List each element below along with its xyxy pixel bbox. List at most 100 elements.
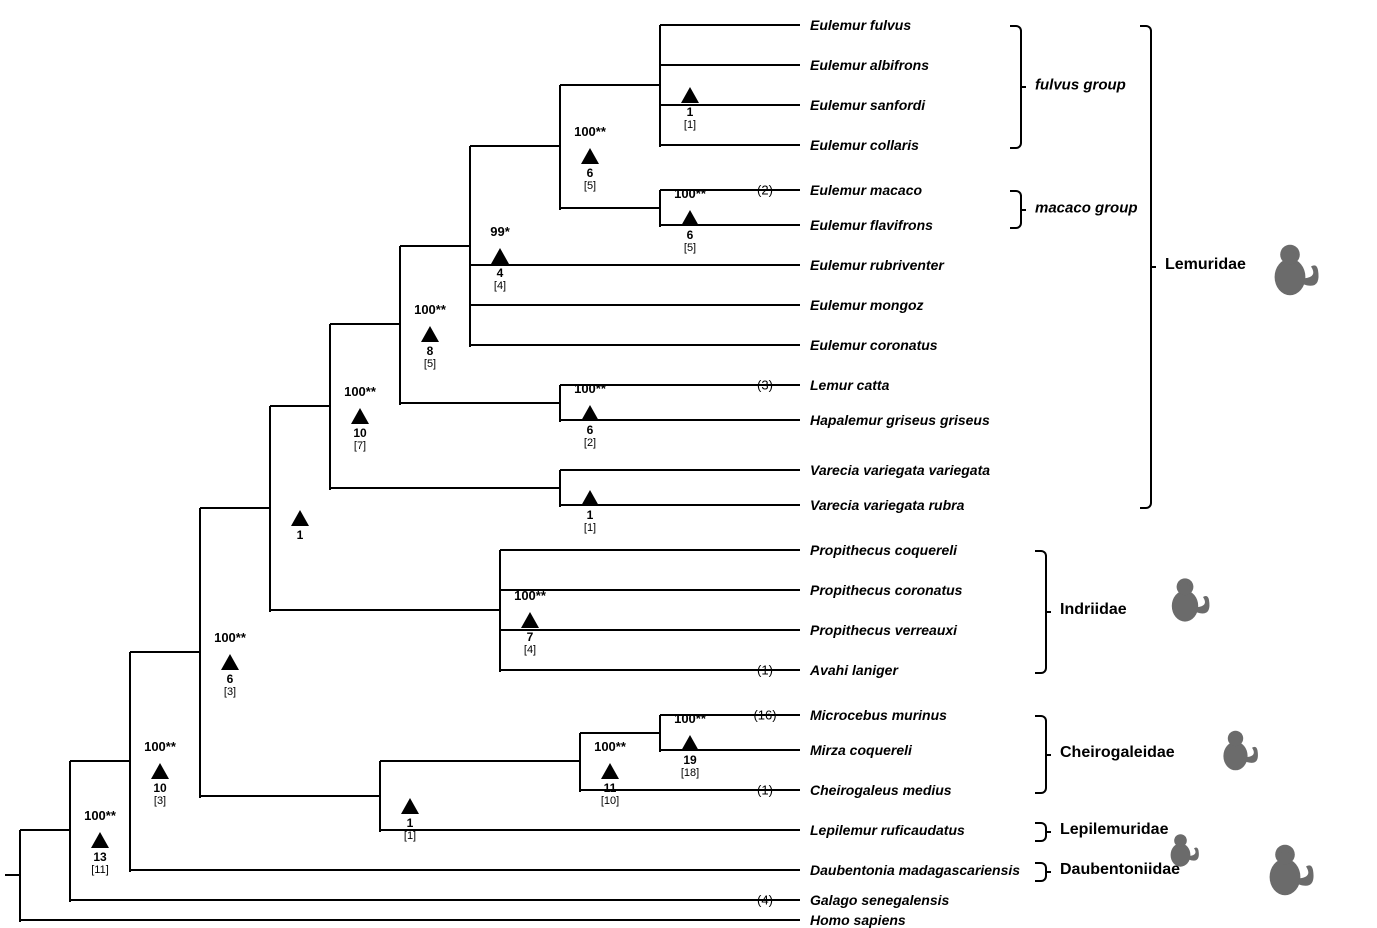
clade-label: Lepilemuridae xyxy=(1060,821,1168,839)
change-count: 19 xyxy=(683,753,696,767)
taxon-label: Eulemur sanfordi xyxy=(810,97,925,113)
clade-brace xyxy=(1035,862,1047,882)
clade-label: Indriidae xyxy=(1060,601,1127,619)
change-count: 4 xyxy=(497,266,504,280)
bootstrap-value: 100** xyxy=(414,302,446,317)
triangle-marker xyxy=(581,148,599,164)
bracket-count: [1] xyxy=(404,830,416,842)
bracket-count: [1] xyxy=(684,119,696,131)
clade-brace xyxy=(1035,550,1047,674)
bootstrap-value: 100** xyxy=(674,186,706,201)
bracket-count: [2] xyxy=(584,437,596,449)
taxon-label: Hapalemur griseus griseus xyxy=(810,412,990,428)
taxon-label: Eulemur albifrons xyxy=(810,57,929,73)
clade-label: Cheirogaleidae xyxy=(1060,744,1175,762)
clade-brace xyxy=(1010,25,1022,149)
triangle-marker xyxy=(151,763,169,779)
bootstrap-value: 100** xyxy=(514,588,546,603)
lemur-catta-icon xyxy=(1255,235,1325,305)
bootstrap-value: 100** xyxy=(84,808,116,823)
clade-brace xyxy=(1035,715,1047,794)
change-count: 11 xyxy=(604,781,617,795)
bracket-count: [10] xyxy=(601,795,619,807)
change-count: 6 xyxy=(587,423,594,437)
triangle-marker xyxy=(421,326,439,342)
bracket-count: [11] xyxy=(91,864,109,876)
triangle-marker xyxy=(491,248,509,264)
indri-icon xyxy=(1155,570,1215,630)
bootstrap-value: 100** xyxy=(674,711,706,726)
bootstrap-value: 100** xyxy=(574,381,606,396)
aye-aye-icon xyxy=(1250,835,1320,905)
clade-label: Lemuridae xyxy=(1165,256,1246,274)
taxon-label: Eulemur coronatus xyxy=(810,337,938,353)
bootstrap-value: 100** xyxy=(144,739,176,754)
bootstrap-value: 100** xyxy=(574,124,606,139)
change-count: 8 xyxy=(427,344,434,358)
change-count: 6 xyxy=(687,228,694,242)
phylogeny-canvas: Eulemur fulvus Eulemur albifrons Eulemur s… xyxy=(0,0,1377,928)
change-count: 7 xyxy=(527,630,534,644)
taxon-label: Daubentonia madagascariensis xyxy=(810,862,1020,878)
triangle-marker xyxy=(681,735,699,751)
change-count: 6 xyxy=(587,166,594,180)
bracket-count: [3] xyxy=(154,795,166,807)
triangle-marker xyxy=(601,763,619,779)
change-count: 1 xyxy=(687,105,694,119)
change-count: 1 xyxy=(407,816,414,830)
bracket-count: [1] xyxy=(584,522,596,534)
taxon-label: Varecia variegata rubra xyxy=(810,497,964,513)
bootstrap-value: 100** xyxy=(344,384,376,399)
triangle-marker xyxy=(521,612,539,628)
bracket-count: [5] xyxy=(584,180,596,192)
change-count: 1 xyxy=(587,508,594,522)
taxon-label: Varecia variegata variegata xyxy=(810,462,990,478)
bootstrap-value: 100** xyxy=(594,739,626,754)
taxon-label: Eulemur macaco xyxy=(810,182,922,198)
bracket-count: [4] xyxy=(494,280,506,292)
clade-label: fulvus group xyxy=(1035,77,1126,94)
bracket-count: [5] xyxy=(424,358,436,370)
triangle-marker xyxy=(351,408,369,424)
taxon-label: Eulemur rubriventer xyxy=(810,257,944,273)
taxon-label: Eulemur collaris xyxy=(810,137,919,153)
taxon-label: Eulemur mongoz xyxy=(810,297,924,313)
triangle-marker xyxy=(581,490,599,506)
clade-label: macaco group xyxy=(1035,199,1138,216)
bootstrap-value: 100** xyxy=(214,630,246,645)
taxon-label: Galago senegalensis xyxy=(810,892,949,908)
taxon-label: Eulemur fulvus xyxy=(810,17,911,33)
triangle-marker xyxy=(291,510,309,526)
triangle-marker xyxy=(91,832,109,848)
taxon-label: Microcebus murinus xyxy=(810,707,947,723)
taxon-label: Propithecus verreauxi xyxy=(810,622,957,638)
clade-brace xyxy=(1140,25,1152,509)
taxon-label: Propithecus coronatus xyxy=(810,582,962,598)
taxon-label: Propithecus coquereli xyxy=(810,542,957,558)
taxon-label: Homo sapiens xyxy=(810,912,906,928)
triangle-marker xyxy=(581,405,599,421)
triangle-marker xyxy=(401,798,419,814)
taxon-label: Mirza coquereli xyxy=(810,742,912,758)
bracket-count: [5] xyxy=(684,242,696,254)
taxon-label: Eulemur flavifrons xyxy=(810,217,933,233)
bootstrap-value: 99* xyxy=(490,224,510,239)
change-count: 13 xyxy=(93,850,106,864)
bracket-count: [18] xyxy=(681,767,699,779)
lepilemur-icon xyxy=(1158,828,1203,873)
clade-brace xyxy=(1010,190,1022,229)
triangle-marker xyxy=(221,654,239,670)
taxon-label: Cheirogaleus medius xyxy=(810,782,952,798)
triangle-marker xyxy=(681,210,699,226)
change-count: 10 xyxy=(153,781,166,795)
taxon-label: Lepilemur ruficaudatus xyxy=(810,822,965,838)
bracket-count: [7] xyxy=(354,440,366,452)
change-count: 6 xyxy=(227,672,234,686)
clade-brace xyxy=(1035,822,1047,842)
triangle-marker xyxy=(681,87,699,103)
bracket-count: [4] xyxy=(524,644,536,656)
change-count: 1 xyxy=(297,528,304,542)
cheirogaleus-icon xyxy=(1208,723,1263,778)
taxon-label: Avahi laniger xyxy=(810,662,898,678)
bracket-count: [3] xyxy=(224,686,236,698)
